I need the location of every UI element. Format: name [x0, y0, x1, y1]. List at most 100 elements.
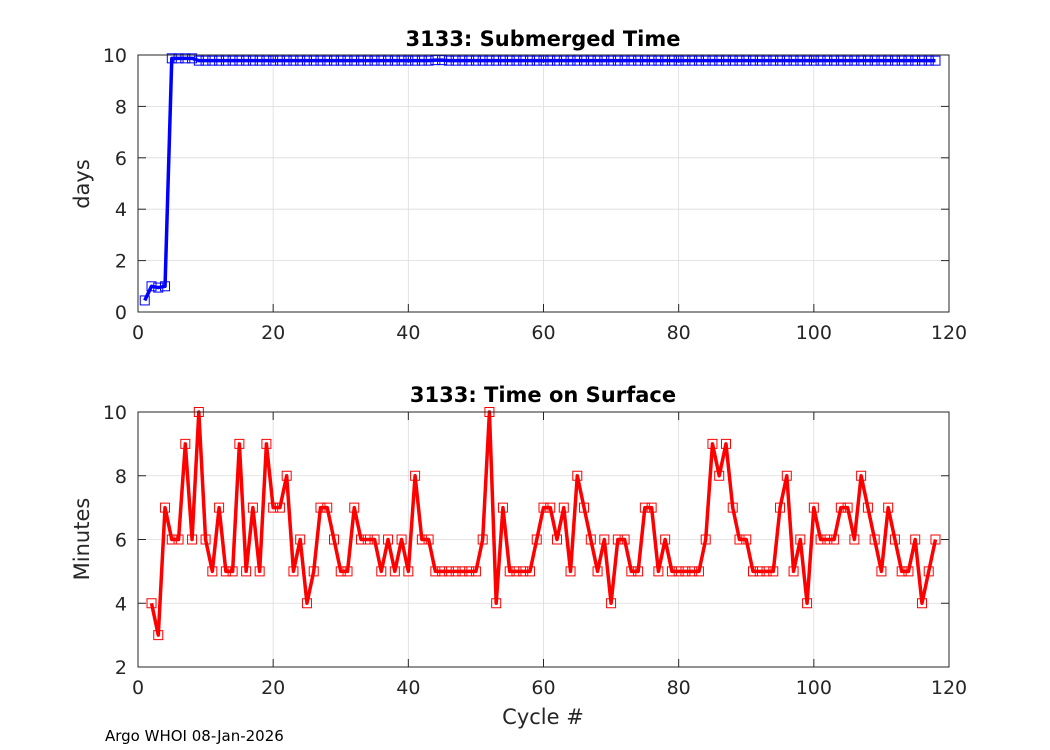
data-point-marker: [214, 502, 225, 513]
data-point-marker: [815, 534, 826, 545]
data-point-marker: [268, 502, 279, 513]
data-point-marker: [335, 566, 346, 577]
data-point-marker: [910, 55, 921, 66]
data-point-marker: [322, 55, 333, 66]
data-point-marker: [518, 566, 529, 577]
submerged-time-chart: 3133: Submerged Time days 0 20 40 60 80 100 12…: [70, 27, 967, 344]
data-point-marker: [511, 55, 522, 66]
data-point-marker: [491, 598, 502, 609]
data-point-marker: [693, 55, 704, 66]
data-point-marker: [443, 55, 454, 66]
data-point-marker: [220, 566, 231, 577]
data-point-marker: [362, 534, 373, 545]
data-point-marker: [687, 55, 698, 66]
data-point-marker: [687, 566, 698, 577]
data-point-marker: [883, 502, 894, 513]
data-point-marker: [829, 55, 840, 66]
data-point-marker: [822, 534, 833, 545]
data-point-marker: [693, 566, 704, 577]
data-point-marker: [788, 55, 799, 66]
data-point-marker: [315, 55, 326, 66]
data-point-marker: [558, 55, 569, 66]
y-tick-label: 6: [115, 530, 127, 552]
data-point-marker: [227, 55, 238, 66]
data-point-marker: [849, 534, 860, 545]
data-point-marker: [335, 55, 346, 66]
data-point-marker: [328, 534, 339, 545]
data-point-marker: [234, 438, 245, 449]
tick-labels: 0 20 40 60 80 100 120 0 2 4 6 8 10: [103, 45, 967, 344]
data-point-marker: [714, 55, 725, 66]
data-point-marker: [754, 55, 765, 66]
data-point-marker: [653, 55, 664, 66]
data-point-marker: [518, 55, 529, 66]
data-point-marker: [660, 534, 671, 545]
y-tick-label: 4: [115, 199, 127, 221]
data-point-marker: [666, 55, 677, 66]
data-point-marker: [558, 502, 569, 513]
data-point-marker: [430, 55, 441, 66]
x-tick-label: 120: [931, 322, 967, 344]
data-point-marker: [896, 55, 907, 66]
data-point-marker: [633, 55, 644, 66]
data-point-marker: [187, 534, 198, 545]
data-point-marker: [869, 55, 880, 66]
data-point-marker: [802, 598, 813, 609]
data-point-marker: [835, 502, 846, 513]
data-point-marker: [883, 55, 894, 66]
data-point-marker: [545, 55, 556, 66]
data-point-marker: [761, 566, 772, 577]
data-point-marker: [342, 55, 353, 66]
x-tick-label: 40: [396, 322, 420, 344]
x-tick-label: 100: [796, 322, 832, 344]
data-point-marker: [193, 55, 204, 66]
gridlines: [137, 54, 950, 313]
data-point-marker: [274, 55, 285, 66]
data-point-marker: [572, 470, 583, 481]
data-point-marker: [572, 55, 583, 66]
data-point-marker: [491, 55, 502, 66]
data-point-marker: [842, 55, 853, 66]
data-point-marker: [450, 55, 461, 66]
data-point-marker: [795, 534, 806, 545]
data-point-marker: [457, 55, 468, 66]
data-point-marker: [849, 55, 860, 66]
data-point-marker: [207, 566, 218, 577]
data-point-marker: [477, 534, 488, 545]
data-point-marker: [700, 55, 711, 66]
data-point-marker: [666, 566, 677, 577]
data-point-marker: [160, 281, 171, 292]
data-point-marker: [247, 502, 258, 513]
data-point-marker: [720, 438, 731, 449]
x-tick-label: 120: [931, 677, 967, 699]
data-point-marker: [808, 502, 819, 513]
data-point-marker: [754, 566, 765, 577]
data-point-marker: [247, 55, 258, 66]
data-point-marker: [748, 566, 759, 577]
data-point-marker: [146, 598, 157, 609]
data-point-marker: [646, 502, 657, 513]
data-point-marker: [220, 55, 231, 66]
y-axis-label: Minutes: [70, 498, 94, 581]
data-point-marker: [727, 55, 738, 66]
data-point-marker: [281, 470, 292, 481]
data-point-marker: [606, 55, 617, 66]
y-tick-label: 0: [115, 302, 127, 324]
data-point-marker: [470, 55, 481, 66]
data-point-marker: [876, 566, 887, 577]
data-point-marker: [781, 470, 792, 481]
data-point-marker: [180, 53, 191, 64]
data-point-marker: [295, 534, 306, 545]
data-point-marker: [545, 502, 556, 513]
data-point-marker: [166, 534, 177, 545]
data-point-marker: [808, 55, 819, 66]
series-line: [146, 407, 941, 641]
data-point-marker: [457, 566, 468, 577]
x-axis-label: Cycle #: [502, 705, 584, 729]
footer-credit: Argo WHOI 08-Jan-2026: [105, 727, 284, 745]
data-point-marker: [626, 566, 637, 577]
data-point-marker: [423, 534, 434, 545]
data-point-marker: [504, 566, 515, 577]
data-point-marker: [410, 470, 421, 481]
